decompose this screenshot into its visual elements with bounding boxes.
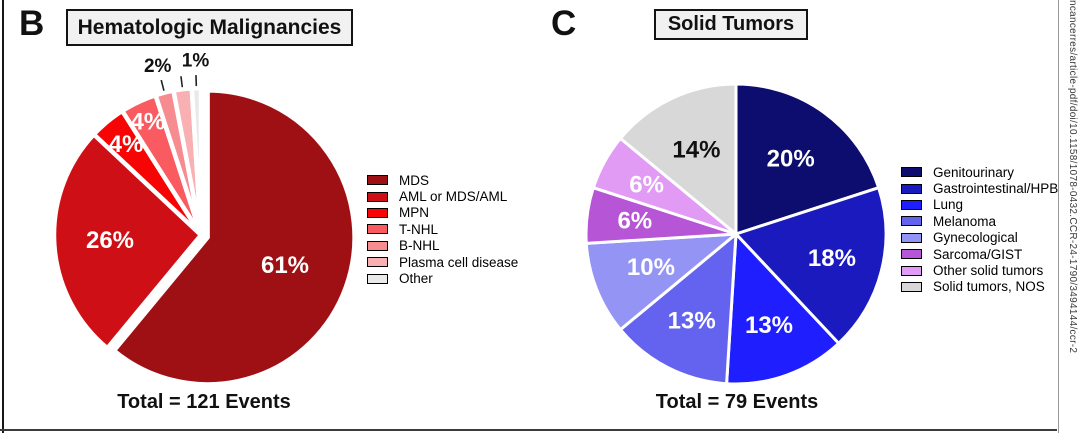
pie-slice-lung: [725, 232, 841, 386]
legend-hematologic: MDS AML or MDS/AML MPN T-NHL B-NHL Plasma cel…: [367, 172, 518, 287]
legend-swatch: [901, 281, 922, 292]
legend-item-lung: Lung: [901, 197, 1058, 213]
legend-swatch: [367, 207, 388, 218]
legend-label: Gastrointestinal/HPB: [933, 181, 1059, 197]
slice-percent-label: 4%: [130, 108, 165, 135]
legend-item-other: Other: [367, 270, 518, 286]
panel-title-hematologic: Hematologic Malignancies: [77, 15, 342, 39]
slice-percent-label: 10%: [627, 254, 675, 281]
legend-swatch: [367, 240, 388, 251]
legend-swatch: [901, 183, 922, 194]
panel-letter-c: C: [551, 4, 577, 43]
legend-label: Other: [399, 271, 433, 287]
pie-chart-solid-tumors: 20% 18% 13% 13% 10% 6% 6% 14%: [584, 82, 888, 386]
legend-label: AML or MDS/AML: [399, 189, 508, 205]
legend-swatch: [901, 167, 922, 178]
pie-slice-genitourinary: [734, 82, 881, 236]
legend-item-sarcoma-gist: Sarcoma/GIST: [901, 246, 1058, 262]
total-events-label-solid-tumors: Total = 79 Events: [655, 391, 819, 413]
pie-chart-hematologic-malignancies: 61% 26% 4%4% 2% 1%: [51, 51, 357, 387]
legend-swatch: [367, 224, 388, 235]
slice-percent-label: 13%: [745, 312, 793, 339]
slice-percent-label: 61%: [261, 252, 309, 279]
panel-title-box-hematologic: Hematologic Malignancies: [66, 9, 353, 46]
legend-solid-tumors: Genitourinary Gastrointestinal/HPB Lung Mel…: [901, 164, 1058, 295]
slice-percent-label: 4%: [109, 131, 144, 158]
slice-percent-label: 1%: [182, 51, 210, 72]
legend-label: Lung: [933, 197, 964, 213]
legend-swatch: [901, 232, 922, 243]
pie-slice-aml-or-mds-aml: [51, 132, 204, 351]
legend-label: Plasma cell disease: [399, 254, 519, 270]
legend-label: Sarcoma/GIST: [933, 246, 1023, 262]
legend-swatch: [901, 249, 922, 260]
slice-percent-label: 18%: [808, 245, 856, 272]
panel-letter-b: B: [19, 4, 45, 43]
legend-item-aml-or-mds-aml: AML or MDS/AML: [367, 188, 518, 204]
pie-slice-gynecological: [584, 232, 738, 332]
slice-percent-label: 6%: [617, 208, 652, 235]
panel-title-box-solid-tumors: Solid Tumors: [654, 9, 808, 40]
figure-border-left: [2, 0, 4, 433]
legend-swatch: [367, 175, 388, 186]
legend-item-gynecological: Gynecological: [901, 230, 1058, 246]
legend-swatch: [367, 273, 388, 284]
legend-label: T-NHL: [399, 221, 439, 237]
legend-label: B-NHL: [399, 238, 440, 254]
legend-item-melanoma: Melanoma: [901, 213, 1058, 229]
legend-swatch: [367, 191, 388, 202]
legend-item-mds: MDS: [367, 172, 518, 188]
legend-item-other-solid-tumors: Other solid tumors: [901, 262, 1058, 278]
figure-border-bottom: [0, 429, 1057, 431]
slice-percent-label: 20%: [767, 145, 815, 172]
pie-slice-gastrointestinal-hpb: [734, 186, 888, 345]
legend-label: Solid tumors, NOS: [933, 279, 1045, 295]
watermark-vertical-text: ncancerres/article-pdf/doi/10.1158/1078-…: [1067, 0, 1078, 354]
legend-item-b-nhl: B-NHL: [367, 238, 518, 254]
page-edge-line: [1058, 0, 1059, 433]
pie-slice-melanoma: [618, 232, 738, 386]
legend-label: MDS: [399, 172, 429, 188]
slice-percent-label: 2%: [144, 56, 172, 77]
slice-percent-label: 26%: [86, 227, 134, 254]
panel-title-solid-tumors: Solid Tumors: [667, 13, 795, 35]
legend-label: Other solid tumors: [933, 263, 1044, 279]
legend-label: Melanoma: [933, 213, 997, 229]
slice-percent-label: 13%: [668, 307, 716, 334]
slice-percent-label: 14%: [672, 136, 720, 163]
legend-label: MPN: [399, 205, 429, 221]
slice-percent-label: 6%: [629, 171, 664, 198]
pie-slice-other: [189, 85, 204, 238]
legend-item-plasma-cell-disease: Plasma cell disease: [367, 254, 518, 270]
leader-line-b-nhl: [160, 79, 165, 91]
pie-slice-mds: [111, 88, 357, 387]
legend-item-genitourinary: Genitourinary: [901, 164, 1058, 180]
legend-item-solid-tumors-nos: Solid tumors, NOS: [901, 279, 1058, 295]
legend-item-t-nhl: T-NHL: [367, 221, 518, 237]
legend-swatch: [901, 216, 922, 227]
leader-line-plasma-cell-disease: [180, 76, 184, 88]
legend-swatch: [901, 265, 922, 276]
legend-label: Gynecological: [933, 230, 1018, 246]
legend-label: Genitourinary: [933, 164, 1015, 180]
legend-swatch: [901, 199, 922, 210]
legend-swatch: [367, 257, 388, 268]
legend-item-gastrointestinal-hpb: Gastrointestinal/HPB: [901, 180, 1058, 196]
legend-item-mpn: MPN: [367, 205, 518, 221]
total-events-label-hematologic: Total = 121 Events: [117, 391, 291, 413]
pie-slice-solid-tumors-nos: [618, 82, 738, 236]
